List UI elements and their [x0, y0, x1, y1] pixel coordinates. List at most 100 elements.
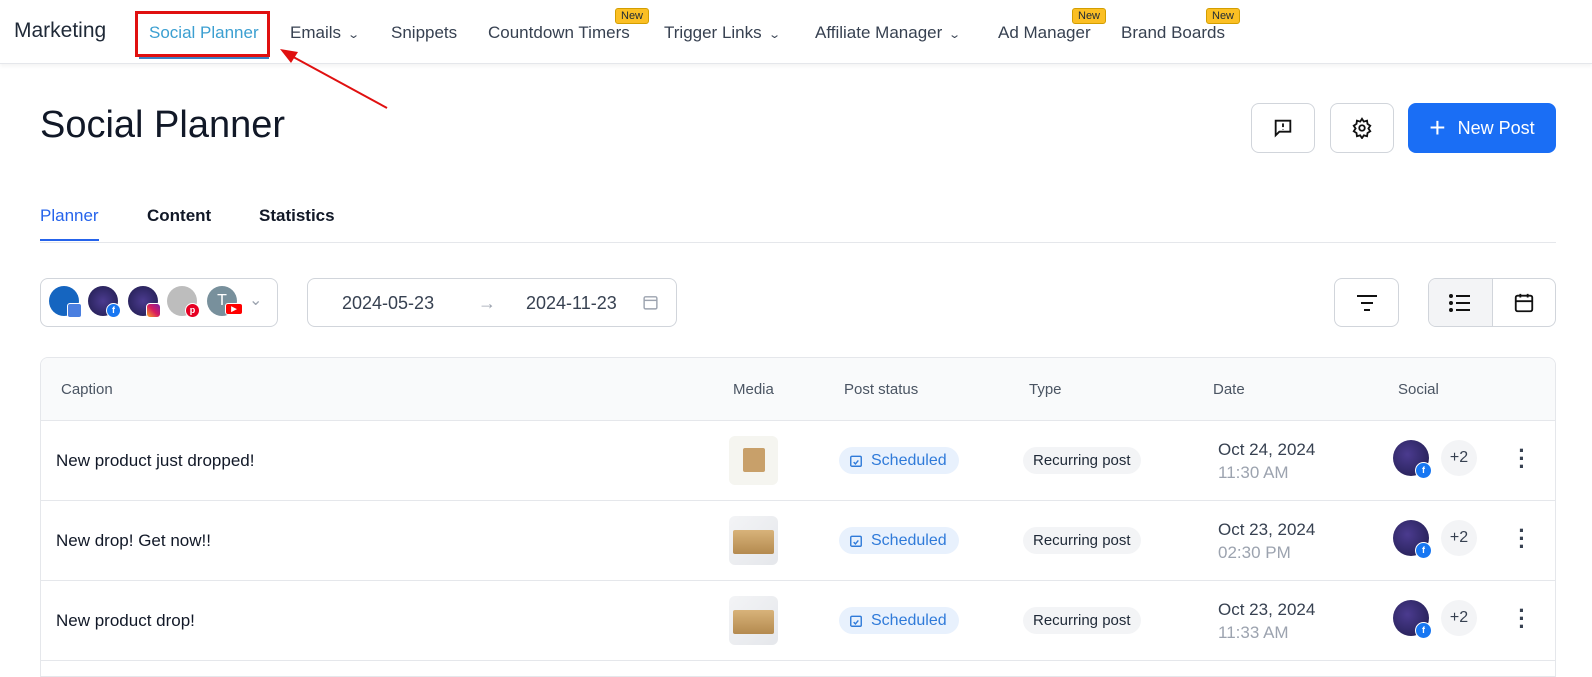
status-badge: Scheduled — [839, 447, 959, 474]
annotation-arrow — [280, 49, 388, 109]
new-post-label: New Post — [1457, 117, 1535, 138]
nav-social-planner[interactable]: Social Planner — [149, 23, 259, 42]
more-accounts-count: +2 — [1441, 600, 1477, 636]
new-badge: New — [615, 8, 650, 24]
more-accounts-count: +2 — [1441, 440, 1477, 476]
gear-icon — [1352, 117, 1372, 139]
more-options-icon[interactable]: · · · — [1518, 598, 1526, 639]
pinterest-icon: p — [185, 303, 200, 318]
nav-emails[interactable]: Emails ⌄ — [290, 23, 361, 43]
header-date: Date — [1213, 381, 1245, 398]
calendar-icon — [1514, 293, 1533, 312]
post-date: Oct 23, 2024 11:33 AM — [1218, 598, 1315, 644]
nav-trigger-links[interactable]: Trigger Links ⌄ — [664, 23, 781, 43]
end-date: 2024-11-23 — [526, 293, 617, 313]
nav-ad-manager[interactable]: Ad Manager — [998, 23, 1091, 42]
new-badge: New — [1072, 8, 1107, 24]
tab-bar: Planner Content Statistics — [40, 206, 1556, 243]
time-text: 02:30 PM — [1218, 543, 1291, 562]
table-row[interactable]: New drop! Get now!! Scheduled Recurring … — [41, 501, 1555, 581]
feedback-button[interactable] — [1251, 103, 1315, 153]
tab-statistics[interactable]: Statistics — [259, 206, 335, 225]
table-row[interactable]: New product just dropped! Scheduled Recu… — [41, 421, 1555, 501]
header-caption: Caption — [61, 381, 113, 398]
header-type: Type — [1029, 381, 1062, 398]
date-text: Oct 24, 2024 — [1218, 440, 1316, 459]
nav-label: Emails — [290, 23, 342, 42]
status-badge: Scheduled — [839, 527, 959, 554]
google-business-avatar — [49, 286, 82, 318]
nav-affiliate-manager[interactable]: Affiliate Manager ⌄ — [815, 23, 962, 43]
media-thumbnail — [729, 596, 778, 645]
message-alert-icon — [1274, 119, 1292, 138]
nav-snippets[interactable]: Snippets — [391, 23, 458, 42]
post-caption: New drop! Get now!! — [56, 531, 211, 550]
filter-button[interactable] — [1334, 278, 1399, 327]
social-avatar: f — [1393, 600, 1432, 639]
media-thumbnail — [729, 436, 778, 485]
chevron-down-icon: ⌄ — [249, 292, 263, 309]
top-nav: Marketing Social Planner Emails ⌄ Snippet… — [0, 0, 1592, 64]
new-post-button[interactable]: + New Post — [1408, 103, 1556, 153]
nav-brand-boards[interactable]: Brand Boards — [1121, 23, 1225, 42]
plus-icon: + — [1429, 112, 1446, 143]
filter-icon — [1356, 294, 1377, 311]
calendar-check-icon — [850, 615, 862, 627]
header-post-status: Post status — [844, 381, 919, 398]
settings-button[interactable] — [1330, 103, 1394, 153]
list-view-button[interactable] — [1429, 279, 1493, 326]
type-badge: Recurring post — [1023, 527, 1141, 554]
type-badge: Recurring post — [1023, 447, 1141, 474]
post-caption: New product just dropped! — [56, 451, 255, 470]
social-avatar: f — [1393, 520, 1432, 559]
avatar-initial: T — [217, 292, 227, 309]
calendar-icon — [643, 296, 658, 310]
pinterest-avatar: p — [167, 286, 200, 318]
social-avatar: f — [1393, 440, 1432, 479]
table-row[interactable]: New product drop! Scheduled Recurring po… — [41, 581, 1555, 661]
chevron-down-icon: ⌄ — [767, 29, 781, 41]
more-options-icon[interactable]: · · · — [1518, 438, 1526, 479]
account-selector[interactable]: f p T ▶ ⌄ — [40, 278, 278, 327]
nav-countdown-timers[interactable]: Countdown Timers — [488, 23, 630, 42]
date-text: Oct 23, 2024 — [1218, 600, 1316, 619]
header-social: Social — [1398, 381, 1439, 398]
product-image — [743, 448, 765, 472]
calendar-view-button[interactable] — [1493, 279, 1556, 326]
start-date: 2024-05-23 — [342, 293, 435, 313]
calendar-check-icon — [850, 535, 862, 547]
time-text: 11:33 AM — [1218, 623, 1289, 642]
tab-content[interactable]: Content — [147, 206, 212, 225]
header-media: Media — [733, 381, 774, 398]
active-underline — [139, 56, 269, 59]
more-options-icon[interactable]: · · · — [1518, 518, 1526, 559]
view-toggle — [1428, 278, 1556, 327]
new-badge: New — [1206, 8, 1241, 24]
posts-table: Caption Media Post status Type Date Soci… — [40, 357, 1556, 677]
instagram-icon — [146, 303, 161, 318]
more-accounts-count: +2 — [1441, 520, 1477, 556]
facebook-icon: f — [1415, 622, 1432, 639]
youtube-icon: ▶ — [225, 303, 243, 315]
calendar-check-icon — [850, 455, 862, 467]
arrow-right-icon: → — [478, 293, 496, 313]
nav-label: Affiliate Manager — [815, 23, 943, 42]
page-title: Social Planner — [40, 104, 286, 146]
facebook-avatar: f — [88, 286, 121, 318]
post-date: Oct 24, 2024 11:30 AM — [1218, 438, 1315, 484]
status-badge: Scheduled — [839, 607, 959, 634]
brand: Marketing — [14, 19, 107, 42]
table-header: Caption Media Post status Type Date Soci… — [41, 358, 1555, 421]
status-label: Scheduled — [871, 451, 947, 469]
post-caption: New product drop! — [56, 611, 195, 630]
post-date: Oct 23, 2024 02:30 PM — [1218, 518, 1315, 564]
facebook-icon: f — [1415, 542, 1432, 559]
chevron-down-icon: ⌄ — [948, 29, 962, 41]
highlight-box — [135, 11, 270, 57]
date-range-picker[interactable]: 2024-05-23 → 2024-11-23 — [307, 278, 677, 327]
tab-planner[interactable]: Planner — [40, 206, 99, 241]
google-business-icon — [67, 303, 82, 318]
facebook-icon: f — [1415, 462, 1432, 479]
status-label: Scheduled — [871, 531, 947, 549]
chevron-down-icon: ⌄ — [347, 29, 361, 41]
